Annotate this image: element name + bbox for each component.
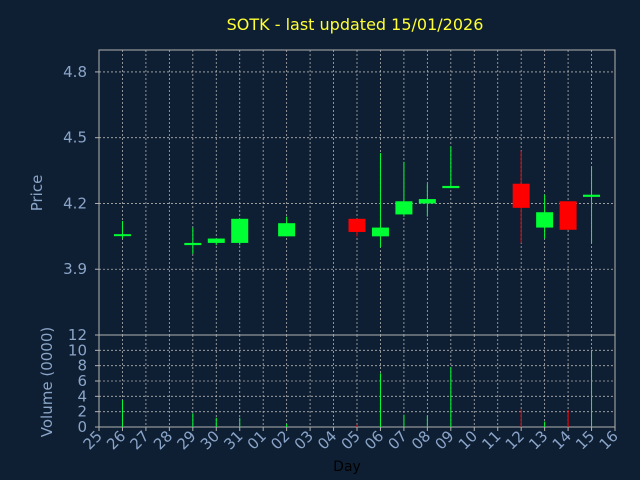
candle-body-08	[418, 199, 436, 204]
x-tick-label: 01	[244, 427, 270, 453]
x-axis: 2526272829303101020304050607080910111213…	[80, 427, 622, 453]
x-tick-label: 04	[314, 427, 340, 453]
volume-tick-label: 0	[77, 418, 87, 436]
volume-bars	[121, 350, 593, 427]
x-axis-label: Day	[333, 459, 361, 475]
x-tick-label: 07	[385, 427, 411, 453]
candle-body-12	[512, 183, 530, 208]
price-plot-frame	[98, 49, 616, 336]
x-tick-label: 06	[361, 427, 387, 453]
price-axis-label: Price	[28, 175, 46, 212]
x-tick-label: 27	[127, 427, 153, 453]
x-tick-label: 03	[291, 427, 317, 453]
candles	[113, 146, 601, 254]
x-tick-label: 15	[572, 427, 598, 453]
candle-body-29	[184, 242, 202, 246]
price-grid	[98, 49, 616, 336]
x-tick-label: 02	[267, 427, 293, 453]
candle-body-07	[395, 201, 413, 215]
price-tick-label: 4.5	[63, 129, 87, 147]
x-tick-label: 28	[150, 427, 176, 453]
x-tick-label: 09	[431, 427, 457, 453]
candle-body-02	[278, 223, 296, 237]
volume-tick-label: 8	[77, 357, 87, 375]
x-tick-label: 14	[549, 427, 575, 453]
volume-tick-label: 2	[77, 403, 87, 421]
volume-grid	[98, 334, 616, 428]
x-tick-label: 29	[173, 427, 199, 453]
candle-body-09	[442, 185, 460, 189]
candle-body-14	[559, 201, 577, 230]
candle-body-30	[207, 238, 225, 243]
x-tick-label: 05	[338, 427, 364, 453]
candle-body-13	[536, 212, 554, 228]
x-tick-label: 30	[197, 427, 223, 453]
price-y-axis: 3.9 4.2 4.5 4.8	[63, 63, 99, 278]
x-tick-label: 08	[408, 427, 434, 453]
price-tick-label: 3.9	[63, 260, 87, 278]
candle-body-06	[371, 227, 389, 237]
x-tick-label: 26	[103, 427, 129, 453]
volume-axis-label: Volume (0000)	[38, 327, 56, 437]
chart-title: SOTK - last updated 15/01/2026	[227, 15, 484, 34]
x-tick-label: 16	[596, 427, 622, 453]
candle-body-05	[348, 218, 366, 232]
volume-tick-label: 6	[77, 372, 87, 390]
candle-body-31	[231, 218, 249, 243]
volume-tick-label: 12	[68, 326, 87, 344]
x-tick-label: 31	[220, 427, 246, 453]
candle-body-26	[113, 234, 131, 237]
x-tick-label: 11	[478, 427, 504, 453]
price-tick-label: 4.8	[63, 63, 87, 81]
volume-tick-label: 4	[77, 387, 87, 405]
price-tick-label: 4.2	[63, 194, 87, 212]
x-tick-label: 12	[502, 427, 528, 453]
x-tick-label: 13	[525, 427, 551, 453]
volume-tick-label: 10	[68, 341, 87, 359]
x-tick-label: 10	[455, 427, 481, 453]
candle-body-15	[583, 194, 601, 197]
